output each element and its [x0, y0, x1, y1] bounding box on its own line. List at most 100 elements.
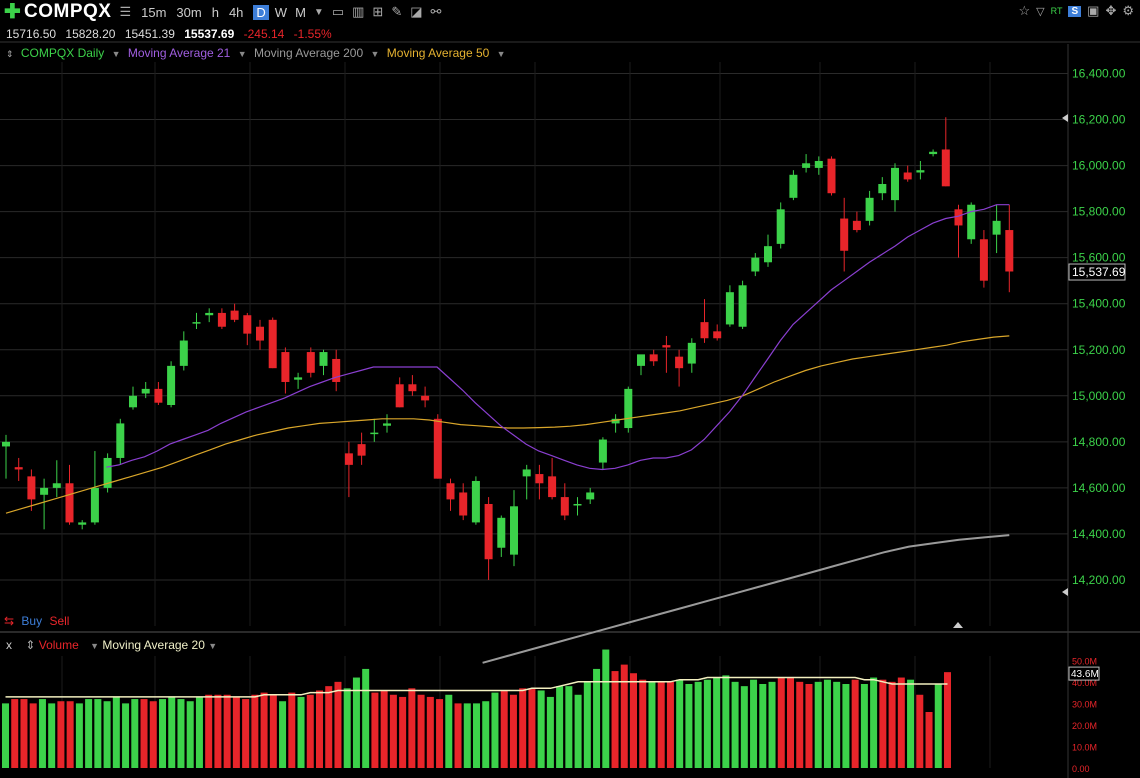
volume-bar [657, 681, 665, 768]
volume-bar [371, 692, 379, 768]
price-tick-label: 16,200.00 [1072, 113, 1126, 127]
close-pane-button[interactable]: x [6, 638, 12, 652]
legend-ma200[interactable]: Moving Average 200 [253, 46, 364, 60]
updown-icon[interactable]: ⇕ [6, 49, 14, 59]
volume-bar [509, 694, 517, 768]
candle-body [713, 331, 722, 339]
volume-bar [232, 696, 240, 768]
chevron-down-icon[interactable]: ▼ [313, 6, 324, 18]
volume-bar [694, 681, 702, 768]
volume-bar [279, 701, 287, 768]
legend-volume[interactable]: Volume [38, 638, 79, 652]
candle-body [78, 522, 87, 525]
volume-tick-label: 40.0M [1072, 678, 1097, 688]
list-icon[interactable]: ☰ [119, 4, 132, 19]
grid [0, 41, 1140, 778]
volume-bar [94, 699, 102, 768]
candle-body [916, 170, 925, 173]
volume-bar [796, 681, 804, 768]
candle-body [306, 352, 315, 373]
volume-bar [750, 679, 758, 768]
volume-bars [2, 649, 951, 768]
ma50-line [5, 335, 1010, 514]
volume-bar [334, 681, 342, 768]
candle-body [764, 246, 772, 263]
volume-bar [713, 677, 721, 768]
buy-button[interactable]: Buy [21, 614, 43, 628]
star-icon[interactable]: ☆ [1018, 3, 1031, 18]
volume-bar [777, 677, 785, 768]
candle-body [2, 441, 10, 447]
chevron-down-icon[interactable]: ▼ [111, 49, 121, 59]
volume-bar [491, 692, 499, 768]
layers-icon[interactable]: ◪ [410, 4, 423, 19]
volume-bar [195, 696, 203, 768]
volume-bar [500, 690, 508, 768]
sell-button[interactable]: Sell [49, 614, 70, 628]
last-volume-box [1068, 666, 1100, 681]
volume-bar [417, 694, 425, 768]
volume-bar [565, 686, 573, 768]
chevron-down-icon[interactable]: ▼ [90, 641, 100, 651]
candle-body [814, 160, 823, 168]
period-h[interactable]: h [211, 4, 219, 20]
candle-body [535, 474, 544, 484]
period-15m[interactable]: 15m [141, 4, 167, 20]
chart-type-icon[interactable]: ▭ [331, 4, 345, 19]
chevron-down-icon[interactable]: ▼ [208, 641, 218, 651]
volume-bar [556, 686, 564, 768]
candle-body [598, 439, 607, 463]
volume-bar [85, 699, 93, 768]
chevron-down-icon[interactable]: ▼ [496, 49, 506, 59]
volume-bar [29, 703, 37, 768]
period-4h[interactable]: 4h [228, 4, 244, 20]
volume-bar [408, 688, 416, 768]
updown-icon[interactable]: ⇕ [25, 638, 36, 652]
candle-body [103, 457, 112, 488]
period-w[interactable]: W [274, 4, 288, 20]
volume-bar [833, 681, 841, 768]
rt-badge[interactable]: RT [1050, 6, 1063, 16]
candle-body [891, 167, 899, 201]
candle-body [954, 209, 963, 226]
period-d[interactable]: D [253, 4, 269, 20]
period-m[interactable]: M [295, 4, 306, 20]
candle-body [865, 197, 874, 221]
candle-body [827, 158, 836, 194]
candle-body [929, 151, 938, 155]
legend-ma21[interactable]: Moving Average 21 [127, 46, 231, 60]
volume-bar [177, 699, 185, 768]
chevron-down-icon[interactable]: ▼ [370, 49, 380, 59]
volume-bar [11, 699, 19, 768]
quote-change-pct: -1.55% [293, 27, 332, 41]
legend-ma50[interactable]: Moving Average 50 [386, 46, 490, 60]
bar-chart-icon[interactable]: ▥ [352, 4, 365, 19]
add-symbol-icon[interactable]: ✚ [4, 1, 21, 23]
chevron-down-icon[interactable]: ▼ [237, 49, 247, 59]
candle-body [141, 388, 150, 394]
price-tick-label: 15,200.00 [1072, 343, 1126, 357]
legend-price[interactable]: COMPQX Daily [20, 46, 105, 60]
quote-high: 15828.20 [65, 27, 116, 41]
last-volume-label: 43.6M [1071, 669, 1099, 680]
candle-body [662, 345, 671, 348]
period-30m[interactable]: 30m [176, 4, 202, 20]
volume-bar [168, 696, 176, 768]
volume-bar [648, 681, 656, 768]
add-study-icon[interactable]: ⊞ [372, 4, 384, 19]
save-icon[interactable]: ▣ [1087, 3, 1100, 18]
trade-icon[interactable]: ⇆ [4, 614, 15, 628]
move-icon[interactable]: ✥ [1105, 3, 1117, 18]
s-button[interactable]: S [1068, 5, 1082, 17]
legend-volume-ma[interactable]: Moving Average 20 [102, 638, 205, 652]
settings-icon[interactable]: ⚙ [1122, 3, 1134, 18]
volume-bar [666, 681, 674, 768]
candle-body [421, 395, 430, 401]
symbol-title[interactable]: COMPQX [24, 1, 112, 22]
share-icon[interactable]: ⚯ [430, 4, 442, 19]
alert-icon[interactable]: ▽ [1036, 5, 1045, 18]
candle-body [154, 388, 163, 403]
pencil-icon[interactable]: ✎ [391, 4, 403, 19]
volume-bar [463, 703, 471, 768]
